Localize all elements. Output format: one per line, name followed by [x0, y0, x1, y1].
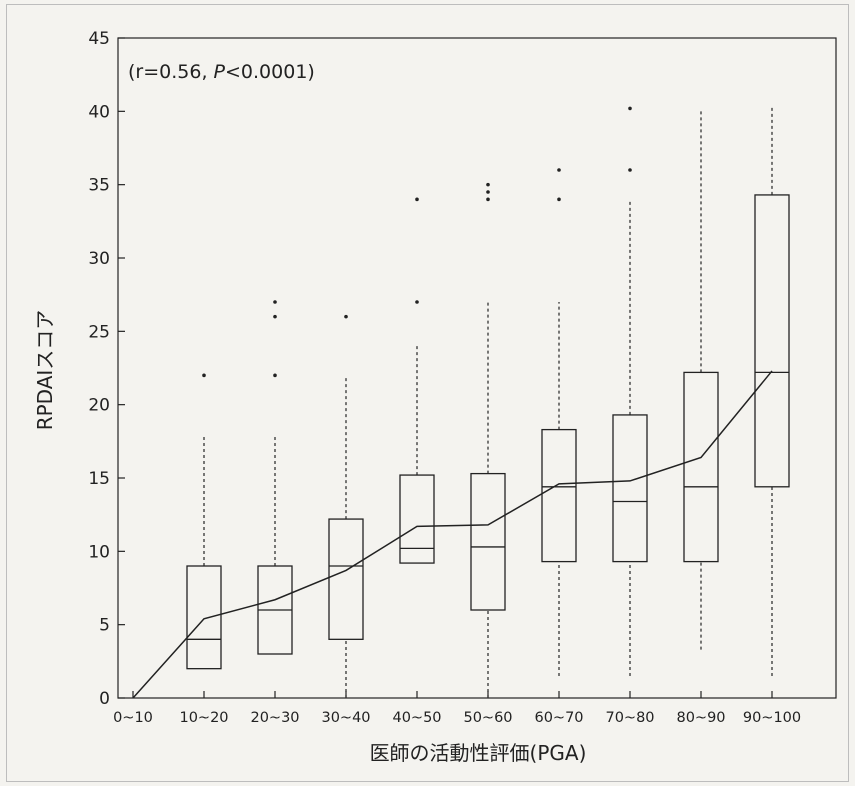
outlier-point	[415, 197, 419, 202]
figure-frame	[6, 4, 849, 782]
y-tick-label: 35	[88, 176, 110, 196]
box-iqr	[470, 472, 506, 611]
mean-line-group	[132, 370, 773, 699]
outlier-point	[557, 197, 561, 202]
plot-border	[117, 37, 837, 699]
box-30~40	[328, 314, 364, 698]
box-20~30	[257, 300, 293, 655]
x-tick-label: 20~30	[250, 710, 299, 726]
y-tick-label: 30	[88, 249, 110, 269]
x-tick-label: 60~70	[534, 710, 583, 726]
box-80~90	[683, 111, 719, 650]
x-tick-label: 90~100	[743, 710, 801, 726]
x-tick-label: 70~80	[605, 710, 654, 726]
box-iqr	[186, 565, 222, 670]
y-tick-label: 5	[99, 616, 110, 636]
y-tick-label: 10	[88, 542, 110, 562]
box-iqr	[612, 414, 648, 563]
box-50~60	[470, 182, 506, 698]
outlier-point	[628, 168, 632, 172]
box-60~70	[541, 168, 577, 676]
box-iqr	[399, 474, 435, 564]
y-axis: 0 5 10 15 20 25 30 35 40 45	[88, 29, 125, 709]
outlier-point	[273, 314, 277, 319]
outlier-point	[628, 106, 632, 111]
box-iqr	[683, 371, 719, 563]
y-tick-label: 25	[88, 322, 110, 342]
outlier-point	[557, 168, 561, 172]
mean-line	[132, 370, 773, 699]
outlier-point	[273, 373, 277, 378]
y-axis-title: RPDAIスコア	[33, 310, 57, 431]
x-axis-title: 医師の活動性評価(PGA)	[370, 741, 587, 765]
outlier-point	[486, 182, 490, 187]
correlation-annotation: (r=0.56, P<0.0001)	[128, 61, 315, 83]
outlier-point	[415, 300, 419, 304]
y-tick-label: 20	[88, 396, 110, 416]
box-70~80	[612, 106, 648, 676]
x-axis: 0~10 10~20 20~30 30~40 40~50 50~60 60~70 70~80 8…	[113, 691, 801, 726]
x-tick-label: 30~40	[321, 710, 370, 726]
x-tick-label: 10~20	[179, 710, 228, 726]
outlier-point	[202, 373, 206, 378]
box-iqr	[754, 194, 790, 488]
x-tick-label: 50~60	[463, 710, 512, 726]
x-tick-label: 80~90	[676, 710, 725, 726]
x-tick-label: 40~50	[392, 710, 441, 726]
y-tick-label: 45	[88, 29, 110, 49]
outlier-point	[273, 300, 277, 304]
outlier-point	[486, 190, 490, 194]
outlier-point	[486, 197, 490, 202]
box-series	[186, 106, 790, 698]
x-tick-label: 0~10	[113, 710, 153, 726]
outlier-point	[344, 314, 348, 319]
box-40~50	[399, 197, 435, 564]
box-90~100	[754, 106, 790, 676]
box-iqr	[541, 428, 577, 563]
box-10~20	[186, 373, 222, 670]
plot-area	[117, 37, 837, 699]
y-tick-label: 15	[88, 469, 110, 489]
box-iqr	[328, 518, 364, 640]
y-tick-label: 40	[88, 102, 110, 122]
y-tick-label: 0	[99, 689, 110, 709]
